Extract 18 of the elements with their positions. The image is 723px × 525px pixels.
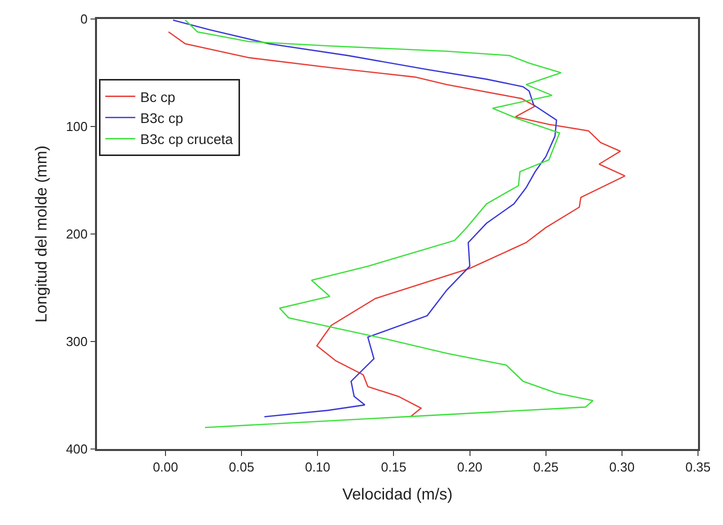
x-tick-label: 0.10: [304, 459, 330, 474]
x-tick-label: 0.25: [533, 459, 559, 474]
legend-label: B3c cp: [140, 110, 184, 126]
x-tick-label: 0.35: [685, 459, 711, 474]
x-tick-label: 0.00: [152, 459, 178, 474]
y-tick-label: 300: [66, 334, 88, 350]
x-tick-label: 0.30: [609, 459, 635, 474]
x-tick-label: 0.05: [228, 459, 254, 474]
x-tick-label: 0.20: [457, 459, 482, 474]
y-tick-label: 100: [66, 119, 88, 134]
y-tick-label: 200: [66, 226, 88, 242]
y-axis-title: Longitud del molde (mm): [33, 146, 50, 322]
y-tick-label: 400: [66, 442, 88, 457]
x-tick-label: 0.15: [381, 459, 406, 474]
x-axis-title: Velocidad (m/s): [342, 486, 453, 504]
legend-label: Bc cp: [140, 88, 176, 105]
legend-label: B3c cp cruceta: [140, 131, 234, 148]
y-tick-label: 0: [80, 12, 88, 27]
